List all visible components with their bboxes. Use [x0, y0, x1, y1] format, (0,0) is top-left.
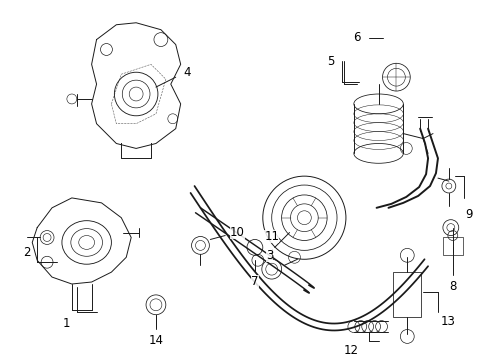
Text: 10: 10 — [230, 226, 244, 239]
Text: 14: 14 — [148, 334, 163, 347]
Text: 9: 9 — [465, 208, 472, 221]
Text: 5: 5 — [326, 55, 333, 68]
Text: 2: 2 — [23, 246, 31, 259]
Text: 13: 13 — [440, 315, 455, 328]
Bar — [442, 238, 462, 255]
Text: 7: 7 — [251, 275, 258, 288]
Text: 8: 8 — [448, 280, 456, 293]
Bar — [393, 272, 420, 317]
Text: 3: 3 — [265, 249, 273, 262]
Text: 11: 11 — [264, 230, 279, 243]
Text: 6: 6 — [352, 31, 360, 44]
Text: 4: 4 — [183, 66, 191, 79]
Text: 1: 1 — [63, 317, 70, 330]
Text: 12: 12 — [343, 345, 358, 357]
